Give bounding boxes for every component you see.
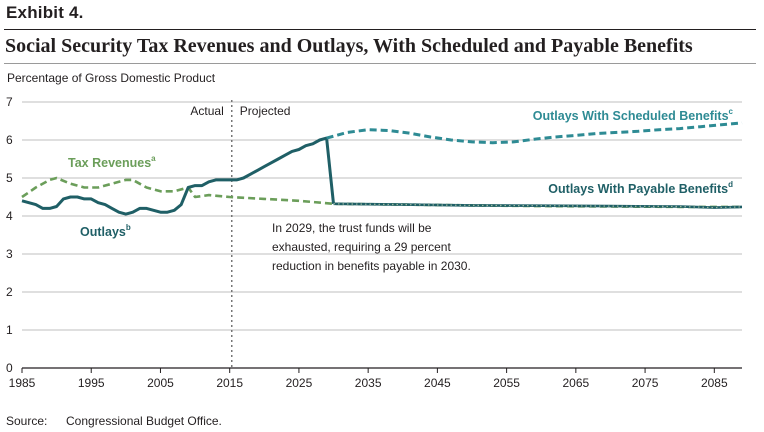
title-rule — [4, 63, 756, 64]
source-text: Congressional Budget Office. — [66, 414, 222, 428]
y-tick-label-7: 7 — [6, 95, 13, 109]
gridlines — [22, 101, 742, 331]
annotation: In 2029, the trust funds will be exhauste… — [272, 221, 471, 273]
x-tick-label-2005: 2005 — [147, 376, 174, 390]
series-line-outlays — [21, 136, 335, 216]
x-tick-label-1985: 1985 — [9, 376, 36, 390]
x-tick-label-2085: 2085 — [701, 376, 728, 390]
y-tick-label-1: 1 — [6, 323, 13, 337]
axes: 0 1 2 3 4 5 6 7 1985 1995 2005 2015 2025 2035 2045 2055… — [6, 95, 742, 390]
annotation-line-1: In 2029, the trust funds will be — [272, 221, 432, 235]
y-tick-label-0: 0 — [6, 361, 13, 375]
divider-right-label: Projected — [240, 104, 291, 118]
series-labels: Tax Revenuesa Outlaysb Outlays With Schedu… — [68, 107, 734, 239]
exhibit-label: Exhibit 4. — [6, 3, 84, 22]
y-axis-label: Percentage of Gross Domestic Product — [7, 71, 216, 85]
y-tick-label-3: 3 — [6, 247, 13, 261]
x-tick-label-2065: 2065 — [562, 376, 589, 390]
x-tick-label-2025: 2025 — [286, 376, 313, 390]
top-rule — [4, 29, 756, 30]
x-tick-label-2035: 2035 — [355, 376, 382, 390]
annotation-line-2: exhausted, requiring a 29 percent — [272, 240, 451, 254]
y-tick-label-4: 4 — [6, 209, 13, 223]
chart-title: Social Security Tax Revenues and Outlays… — [5, 35, 693, 57]
series-group — [21, 121, 743, 216]
source-note: Source: Congressional Budget Office. — [6, 414, 222, 428]
annotation-line-3: reduction in benefits payable in 2030. — [272, 259, 471, 273]
y-tick-label-6: 6 — [6, 133, 13, 147]
x-tick-label-2045: 2045 — [424, 376, 451, 390]
actual-projected-divider: Actual Projected — [190, 100, 290, 368]
series-line-scheduled — [326, 121, 743, 145]
series-label-outlays: Outlaysb — [80, 223, 131, 239]
y-tick-label-5: 5 — [6, 171, 13, 185]
source-label: Source: — [6, 414, 48, 428]
x-tick-label-2015: 2015 — [216, 376, 243, 390]
series-label-payable: Outlays With Payable Benefitsd — [548, 180, 733, 196]
series-label-scheduled: Outlays With Scheduled Benefitsc — [533, 107, 734, 123]
divider-left-label: Actual — [190, 104, 223, 118]
y-tick-label-2: 2 — [6, 285, 13, 299]
series-line-payable — [333, 202, 743, 209]
x-tick-label-1995: 1995 — [78, 376, 105, 390]
series-label-tax: Tax Revenuesa — [68, 154, 156, 170]
x-tick-label-2055: 2055 — [493, 376, 520, 390]
x-tick-label-2075: 2075 — [632, 376, 659, 390]
